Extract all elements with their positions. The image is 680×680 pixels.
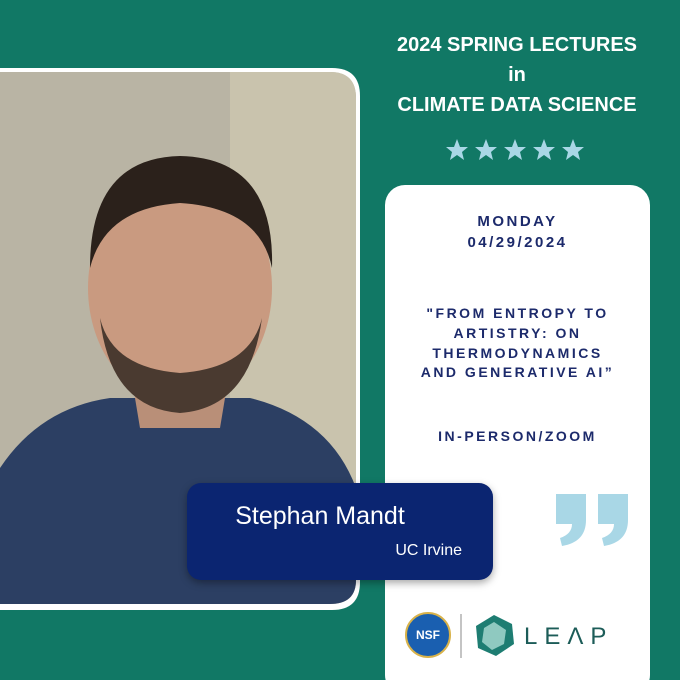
logos: NSF LEΛP — [405, 612, 613, 658]
event-date: 04/29/2024 — [467, 234, 568, 251]
talk-title-line: AND GENERATIVE AI” — [420, 364, 615, 380]
talk-title-line: "FROM ENTROPY TO — [426, 305, 609, 321]
event-format: IN-PERSON/ZOOM — [438, 428, 597, 444]
header-line: 2024 SPRING LECTURES — [396, 34, 638, 56]
talk-title-line: THERMODYNAMICS — [432, 345, 603, 361]
talk-title-line: ARTISTRY: ON — [453, 325, 582, 341]
nsf-logo: NSF — [416, 628, 440, 642]
leap-logo: LEΛP — [524, 623, 613, 650]
header-line: in — [508, 64, 526, 86]
speaker-box — [187, 483, 493, 580]
event-day: MONDAY — [477, 213, 558, 230]
stars — [446, 139, 584, 160]
event-card — [385, 185, 650, 680]
quote-mark — [556, 494, 628, 546]
header-line: CLIMATE DATA SCIENCE — [397, 94, 637, 116]
speaker-name: Stephan Mandt — [235, 502, 405, 530]
speaker-affiliation: UC Irvine — [395, 542, 462, 559]
